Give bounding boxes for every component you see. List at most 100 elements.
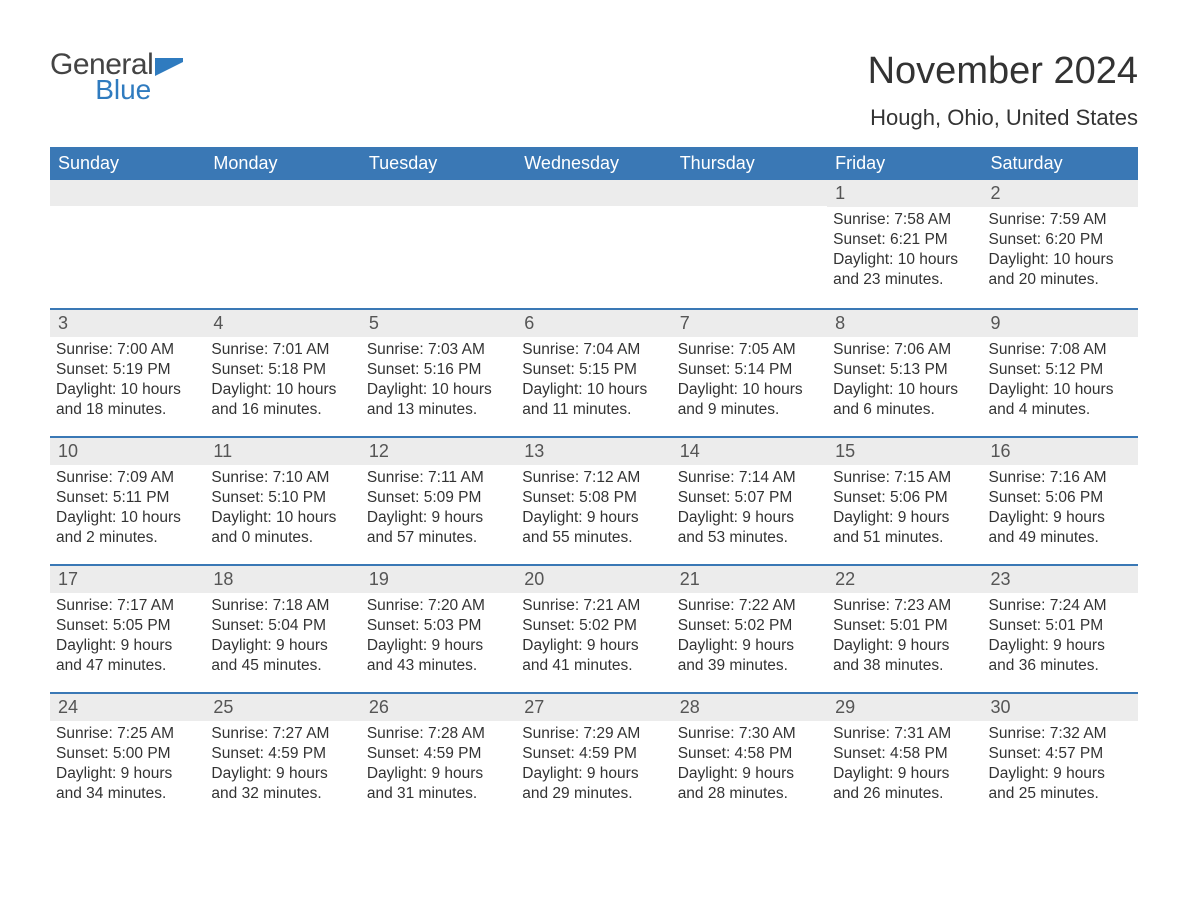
calendar-day xyxy=(205,180,360,308)
sunrise-line: Sunrise: 7:58 AM xyxy=(833,210,976,230)
calendar-day: 29Sunrise: 7:31 AMSunset: 4:58 PMDayligh… xyxy=(827,694,982,820)
sunrise-line: Sunrise: 7:09 AM xyxy=(56,468,199,488)
calendar-day: 11Sunrise: 7:10 AMSunset: 5:10 PMDayligh… xyxy=(205,438,360,564)
date-number: 11 xyxy=(205,438,360,465)
calendar-day: 20Sunrise: 7:21 AMSunset: 5:02 PMDayligh… xyxy=(516,566,671,692)
sunrise-line: Sunrise: 7:03 AM xyxy=(367,340,510,360)
calendar-day: 28Sunrise: 7:30 AMSunset: 4:58 PMDayligh… xyxy=(672,694,827,820)
calendar-day: 9Sunrise: 7:08 AMSunset: 5:12 PMDaylight… xyxy=(983,310,1138,436)
calendar-day xyxy=(516,180,671,308)
weeks-container: 1Sunrise: 7:58 AMSunset: 6:21 PMDaylight… xyxy=(50,180,1138,820)
date-number: 5 xyxy=(361,310,516,337)
sunrise-line: Sunrise: 7:29 AM xyxy=(522,724,665,744)
calendar-day: 26Sunrise: 7:28 AMSunset: 4:59 PMDayligh… xyxy=(361,694,516,820)
sunset-line: Sunset: 5:07 PM xyxy=(678,488,821,508)
sunset-line: Sunset: 5:08 PM xyxy=(522,488,665,508)
sunrise-line: Sunrise: 7:59 AM xyxy=(989,210,1132,230)
calendar-day xyxy=(361,180,516,308)
daylight-line: Daylight: 9 hours and 38 minutes. xyxy=(833,636,976,676)
sunrise-line: Sunrise: 7:32 AM xyxy=(989,724,1132,744)
daylight-line: Daylight: 10 hours and 11 minutes. xyxy=(522,380,665,420)
sunrise-line: Sunrise: 7:10 AM xyxy=(211,468,354,488)
calendar-week: 10Sunrise: 7:09 AMSunset: 5:11 PMDayligh… xyxy=(50,436,1138,564)
sunset-line: Sunset: 5:05 PM xyxy=(56,616,199,636)
daylight-line: Daylight: 10 hours and 18 minutes. xyxy=(56,380,199,420)
sunrise-line: Sunrise: 7:11 AM xyxy=(367,468,510,488)
date-number: 3 xyxy=(50,310,205,337)
date-number: 30 xyxy=(983,694,1138,721)
sunset-line: Sunset: 4:58 PM xyxy=(833,744,976,764)
date-number: 16 xyxy=(983,438,1138,465)
sunrise-line: Sunrise: 7:16 AM xyxy=(989,468,1132,488)
calendar-day: 8Sunrise: 7:06 AMSunset: 5:13 PMDaylight… xyxy=(827,310,982,436)
calendar-day xyxy=(672,180,827,308)
date-number: 19 xyxy=(361,566,516,593)
flag-icon xyxy=(155,58,183,76)
header: General Blue November 2024 Hough, Ohio, … xyxy=(50,50,1138,141)
daylight-line: Daylight: 9 hours and 57 minutes. xyxy=(367,508,510,548)
date-number: 4 xyxy=(205,310,360,337)
date-number: 26 xyxy=(361,694,516,721)
sunrise-line: Sunrise: 7:08 AM xyxy=(989,340,1132,360)
sunset-line: Sunset: 5:06 PM xyxy=(989,488,1132,508)
sunset-line: Sunset: 6:21 PM xyxy=(833,230,976,250)
daylight-line: Daylight: 9 hours and 32 minutes. xyxy=(211,764,354,804)
sunset-line: Sunset: 5:02 PM xyxy=(522,616,665,636)
calendar-day: 19Sunrise: 7:20 AMSunset: 5:03 PMDayligh… xyxy=(361,566,516,692)
sunset-line: Sunset: 5:09 PM xyxy=(367,488,510,508)
dow-cell: Saturday xyxy=(983,147,1138,180)
date-number: 21 xyxy=(672,566,827,593)
date-number: 23 xyxy=(983,566,1138,593)
calendar-day: 4Sunrise: 7:01 AMSunset: 5:18 PMDaylight… xyxy=(205,310,360,436)
calendar-day: 5 Sunrise: 7:03 AMSunset: 5:16 PMDaylight… xyxy=(361,310,516,436)
date-number: 14 xyxy=(672,438,827,465)
daylight-line: Daylight: 10 hours and 2 minutes. xyxy=(56,508,199,548)
date-number: 8 xyxy=(827,310,982,337)
sunrise-line: Sunrise: 7:14 AM xyxy=(678,468,821,488)
calendar-day: 22Sunrise: 7:23 AMSunset: 5:01 PMDayligh… xyxy=(827,566,982,692)
sunrise-line: Sunrise: 7:24 AM xyxy=(989,596,1132,616)
calendar-day: 12Sunrise: 7:11 AMSunset: 5:09 PMDayligh… xyxy=(361,438,516,564)
daylight-line: Daylight: 9 hours and 43 minutes. xyxy=(367,636,510,676)
daylight-line: Daylight: 10 hours and 16 minutes. xyxy=(211,380,354,420)
calendar-day: 27Sunrise: 7:29 AMSunset: 4:59 PMDayligh… xyxy=(516,694,671,820)
daylight-line: Daylight: 9 hours and 55 minutes. xyxy=(522,508,665,548)
calendar-week: 1Sunrise: 7:58 AMSunset: 6:21 PMDaylight… xyxy=(50,180,1138,308)
dow-cell: Monday xyxy=(205,147,360,180)
date-number xyxy=(205,180,360,206)
daylight-line: Daylight: 9 hours and 36 minutes. xyxy=(989,636,1132,676)
daylight-line: Daylight: 9 hours and 53 minutes. xyxy=(678,508,821,548)
date-number: 10 xyxy=(50,438,205,465)
sunrise-line: Sunrise: 7:25 AM xyxy=(56,724,199,744)
date-number xyxy=(361,180,516,206)
dow-cell: Friday xyxy=(827,147,982,180)
date-number: 2 xyxy=(983,180,1138,207)
sunset-line: Sunset: 5:16 PM xyxy=(367,360,510,380)
daylight-line: Daylight: 9 hours and 34 minutes. xyxy=(56,764,199,804)
dow-cell: Wednesday xyxy=(516,147,671,180)
sunset-line: Sunset: 5:04 PM xyxy=(211,616,354,636)
date-number: 20 xyxy=(516,566,671,593)
location-subtitle: Hough, Ohio, United States xyxy=(868,105,1138,131)
sunset-line: Sunset: 6:20 PM xyxy=(989,230,1132,250)
daylight-line: Daylight: 10 hours and 13 minutes. xyxy=(367,380,510,420)
daylight-line: Daylight: 9 hours and 28 minutes. xyxy=(678,764,821,804)
daylight-line: Daylight: 9 hours and 25 minutes. xyxy=(989,764,1132,804)
sunset-line: Sunset: 4:59 PM xyxy=(367,744,510,764)
calendar-day: 2Sunrise: 7:59 AMSunset: 6:20 PMDaylight… xyxy=(983,180,1138,308)
calendar-day: 16 Sunrise: 7:16 AMSunset: 5:06 PMDayligh… xyxy=(983,438,1138,564)
calendar-day: 6Sunrise: 7:04 AMSunset: 5:15 PMDaylight… xyxy=(516,310,671,436)
date-number: 9 xyxy=(983,310,1138,337)
sunset-line: Sunset: 5:13 PM xyxy=(833,360,976,380)
sunset-line: Sunset: 5:10 PM xyxy=(211,488,354,508)
daylight-line: Daylight: 9 hours and 29 minutes. xyxy=(522,764,665,804)
sunrise-line: Sunrise: 7:05 AM xyxy=(678,340,821,360)
daylight-line: Daylight: 9 hours and 41 minutes. xyxy=(522,636,665,676)
date-number: 24 xyxy=(50,694,205,721)
calendar-day: 1Sunrise: 7:58 AMSunset: 6:21 PMDaylight… xyxy=(827,180,982,308)
sunset-line: Sunset: 5:14 PM xyxy=(678,360,821,380)
date-number xyxy=(672,180,827,206)
daylight-line: Daylight: 9 hours and 49 minutes. xyxy=(989,508,1132,548)
date-number: 13 xyxy=(516,438,671,465)
calendar-day: 24Sunrise: 7:25 AMSunset: 5:00 PMDayligh… xyxy=(50,694,205,820)
